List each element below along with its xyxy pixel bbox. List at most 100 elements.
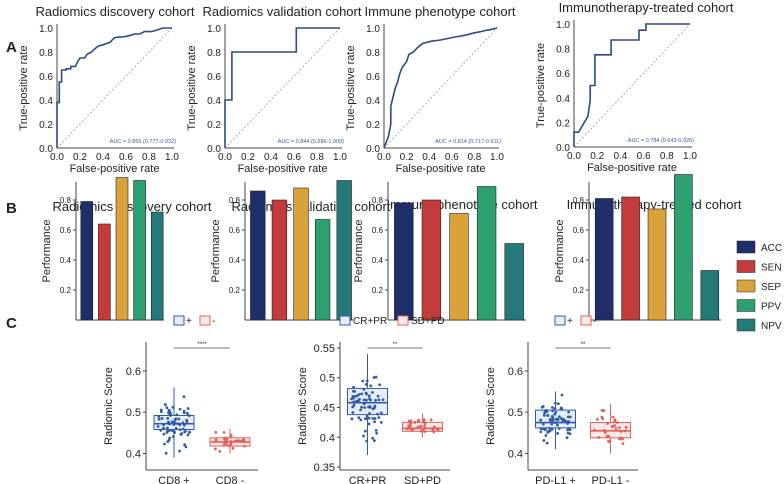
- y-tick-label: 0.4: [508, 448, 523, 460]
- data-point: [218, 449, 222, 453]
- x-tick-label: 0.4: [613, 151, 627, 162]
- data-point: [365, 379, 369, 383]
- data-point: [548, 429, 552, 433]
- data-point: [544, 434, 548, 437]
- data-point: [156, 425, 160, 428]
- data-point: [173, 420, 176, 424]
- data-point: [374, 375, 378, 379]
- y-tick-label: 0.6: [39, 72, 53, 83]
- data-point: [542, 414, 546, 417]
- x-axis-label: False-positive rate: [70, 163, 160, 175]
- data-point: [541, 422, 545, 426]
- data-point: [556, 402, 560, 406]
- y-tick-label: 0.8: [207, 48, 221, 59]
- data-point: [374, 398, 378, 402]
- data-point: [376, 394, 380, 398]
- legend-label: CR+PR: [353, 316, 387, 327]
- legend-label: +: [186, 316, 192, 327]
- x-tick-label: 0.6: [445, 152, 459, 163]
- y-tick-label: 0.4: [366, 96, 380, 107]
- data-point: [159, 410, 163, 414]
- data-point: [618, 426, 621, 430]
- data-point: [417, 425, 420, 429]
- y-tick-label: 0.6: [60, 226, 72, 235]
- x-tick-label: 0.4: [96, 152, 110, 163]
- data-point: [373, 417, 377, 420]
- bar-ppv: [314, 219, 331, 321]
- data-point: [422, 420, 426, 424]
- legend-swatch-positive: [554, 315, 566, 326]
- x-tick-label: 0.8: [660, 151, 674, 162]
- data-point: [372, 376, 376, 379]
- x-axis-label: False-positive rate: [587, 162, 677, 174]
- x-tick-label: 0.2: [241, 152, 255, 163]
- data-point: [378, 383, 382, 387]
- y-tick-label: 0.2: [229, 286, 241, 295]
- data-point: [365, 392, 368, 396]
- x-tick-label: 1.0: [165, 152, 179, 163]
- y-tick-label: 0.6: [372, 226, 384, 235]
- legend-label: +: [567, 316, 573, 327]
- x-tick-label: CD8 +: [158, 475, 190, 484]
- data-point: [601, 417, 605, 421]
- y-axis-label: Performance: [353, 220, 365, 283]
- data-point: [362, 434, 365, 438]
- data-point: [364, 383, 368, 386]
- bar-npv: [336, 180, 352, 321]
- data-point: [372, 439, 376, 443]
- data-point: [351, 394, 355, 398]
- y-tick-label: 0.8: [573, 196, 585, 205]
- data-point: [163, 403, 167, 406]
- y-axis-label: Radiomic Score: [297, 367, 309, 445]
- data-point: [551, 418, 555, 422]
- y-tick-label: 0.6: [126, 366, 141, 378]
- legend-label: -: [212, 316, 215, 327]
- data-point: [357, 416, 361, 420]
- data-point: [367, 394, 371, 398]
- data-point: [610, 424, 614, 428]
- data-point: [167, 429, 171, 432]
- panel-label-c: C: [6, 315, 17, 332]
- data-point: [186, 407, 190, 410]
- data-point: [595, 417, 599, 421]
- data-point: [557, 415, 561, 419]
- data-point: [553, 412, 557, 416]
- data-point: [213, 447, 217, 451]
- bar-ppv: [133, 180, 146, 321]
- x-tick-label: PD-L1 -: [592, 475, 630, 484]
- data-point: [235, 439, 238, 443]
- x-tick-label: SD+PD: [404, 475, 441, 484]
- bar-sep: [293, 187, 309, 321]
- bar-npv: [504, 243, 524, 321]
- y-tick-label: 1.0: [207, 24, 221, 35]
- significance-label: **: [393, 342, 398, 348]
- x-tick-label: 0.2: [73, 152, 87, 163]
- data-point: [368, 397, 371, 401]
- data-point: [242, 438, 246, 442]
- data-point: [362, 398, 366, 402]
- data-point: [368, 412, 371, 415]
- data-point: [615, 421, 619, 424]
- bar-sen: [621, 196, 640, 321]
- y-axis-label: True-positive rate: [345, 45, 357, 130]
- data-point: [175, 413, 179, 417]
- bar-sep: [449, 213, 469, 321]
- data-point: [351, 405, 355, 409]
- legend-swatch-acc: [736, 240, 756, 254]
- x-tick-label: 0.4: [264, 152, 278, 163]
- data-point: [181, 427, 185, 431]
- data-point: [377, 416, 381, 419]
- legend-swatch-npv: [736, 318, 756, 332]
- y-tick-label: 0.6: [508, 366, 523, 378]
- x-tick-label: 0.6: [287, 152, 301, 163]
- data-point: [231, 446, 235, 450]
- data-point: [553, 407, 557, 411]
- data-point: [423, 424, 426, 428]
- x-tick-label: 0.0: [218, 152, 232, 163]
- data-point: [540, 405, 544, 409]
- y-axis-label: True-positive rate: [535, 43, 547, 128]
- auc-label: AUC = 0.814 (0.717-0.911): [435, 139, 501, 145]
- data-point: [556, 417, 560, 421]
- data-point: [566, 431, 570, 435]
- x-tick-label: 0.8: [467, 152, 481, 163]
